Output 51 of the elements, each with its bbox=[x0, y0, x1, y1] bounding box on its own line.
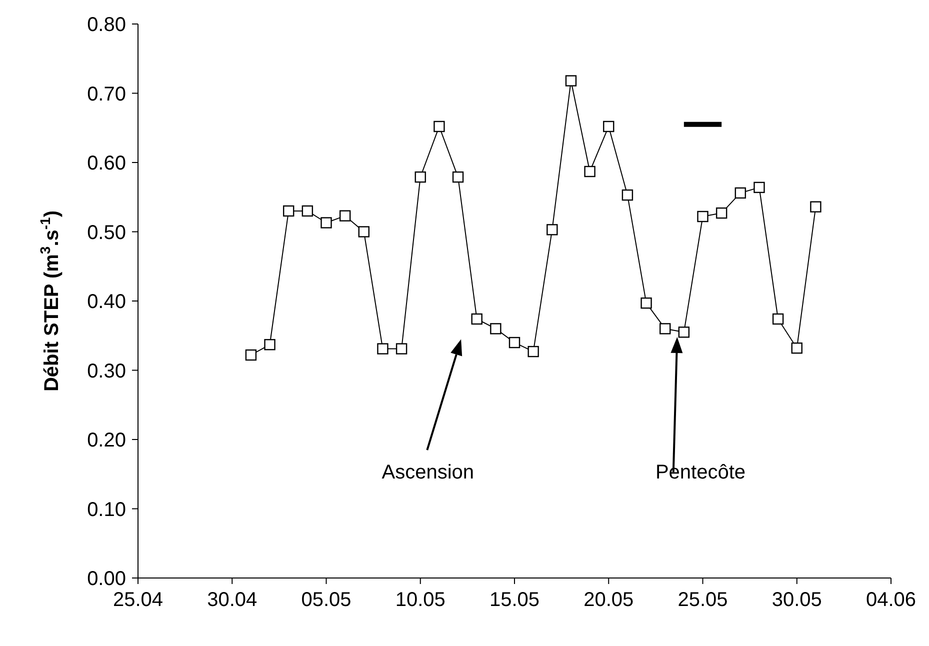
point bbox=[414, 171, 426, 183]
point bbox=[245, 349, 257, 361]
y-tick-label: 0.60 bbox=[87, 152, 126, 175]
x-tick-label: 20.05 bbox=[584, 589, 634, 612]
point bbox=[810, 201, 822, 212]
point bbox=[678, 326, 690, 338]
x-tick-label: 15.05 bbox=[489, 589, 540, 612]
point bbox=[603, 120, 614, 132]
point bbox=[640, 297, 652, 309]
point bbox=[377, 343, 388, 354]
point bbox=[754, 182, 765, 194]
x-tick-label: 30.05 bbox=[772, 589, 822, 612]
x-tick-label: 30.04 bbox=[207, 589, 258, 612]
y-tick-label: 0.40 bbox=[87, 291, 126, 314]
x-tick-label: 05.05 bbox=[301, 589, 352, 612]
point bbox=[565, 75, 577, 86]
point bbox=[716, 207, 728, 219]
x-tick-label: 04.06 bbox=[866, 589, 916, 612]
point bbox=[490, 323, 502, 334]
point bbox=[339, 210, 351, 222]
y-tick-label: 0.00 bbox=[87, 568, 126, 590]
point bbox=[452, 171, 464, 183]
point bbox=[660, 323, 671, 334]
x-tick-label: 25.04 bbox=[112, 589, 164, 612]
point bbox=[396, 343, 408, 354]
point bbox=[791, 342, 802, 354]
point bbox=[283, 205, 294, 217]
annotation: Pentecôte bbox=[655, 461, 746, 484]
point bbox=[584, 166, 596, 178]
point bbox=[434, 120, 445, 132]
y-tick-label: 0.70 bbox=[87, 83, 126, 106]
point bbox=[264, 339, 276, 350]
point bbox=[528, 346, 539, 358]
point bbox=[320, 217, 332, 228]
point bbox=[734, 187, 746, 199]
point bbox=[697, 210, 708, 222]
point bbox=[546, 224, 558, 236]
point bbox=[772, 313, 784, 325]
point bbox=[508, 336, 520, 348]
annotation: Ascension bbox=[382, 461, 474, 484]
point bbox=[471, 313, 482, 325]
y-tick-label: 0.10 bbox=[87, 498, 126, 521]
x-tick-label: 10.05 bbox=[395, 589, 446, 612]
point bbox=[358, 226, 370, 238]
y-tick-label: 0.80 bbox=[87, 14, 126, 36]
point bbox=[622, 189, 634, 201]
x-tick-label: 25.05 bbox=[678, 589, 728, 612]
y-tick-label: 0.30 bbox=[87, 360, 126, 382]
y-tick-label: 0.20 bbox=[87, 430, 126, 452]
point bbox=[302, 205, 314, 217]
y-tick-label: 0.50 bbox=[87, 222, 126, 244]
